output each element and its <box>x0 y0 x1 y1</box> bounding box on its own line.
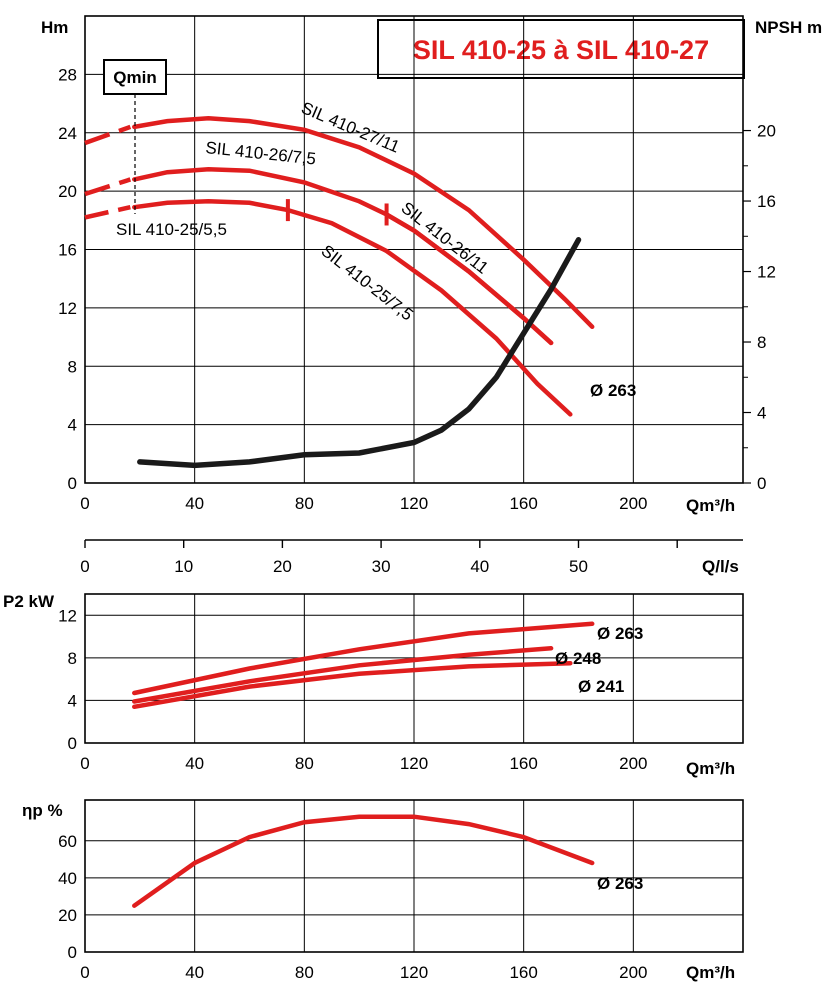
eff-x-tick: 200 <box>619 963 647 982</box>
head-y-tick: 8 <box>68 357 77 376</box>
power-panel: P2 kW Qm³/h 0 40 80 120 160 200 0 4 8 12 Ø 263 Ø … <box>3 592 744 778</box>
eff-y-tick: 40 <box>58 869 77 888</box>
head-y-tick: 28 <box>58 65 77 84</box>
power-curve-1 <box>132 646 554 704</box>
npsh-y-tick: 20 <box>757 122 776 141</box>
head-x-tick: 120 <box>400 494 428 513</box>
power-y-tick: 4 <box>68 691 77 710</box>
efficiency-label-d263: Ø 263 <box>597 874 643 893</box>
qmin-label: Qmin <box>113 68 156 87</box>
eff-y-tick: 20 <box>58 906 77 925</box>
power-x-axis-label: Qm³/h <box>686 759 735 778</box>
ls-axis-tick: 0 <box>80 557 89 576</box>
efficiency-x-axis-label: Qm³/h <box>686 963 735 982</box>
head-grid <box>84 15 744 484</box>
power-x-tick: 120 <box>400 754 428 773</box>
power-grid <box>84 593 744 744</box>
head-x-tick: 40 <box>185 494 204 513</box>
head-curve-dashed-1 <box>84 177 132 197</box>
power-x-tick: 40 <box>185 754 204 773</box>
npsh-curve-d263 <box>137 237 582 469</box>
head-ticks: 0 40 80 120 160 200 0 4 8 12 16 20 24 28 0 4 8 12 16 20 <box>58 65 776 513</box>
npsh-y-tick: 8 <box>757 333 766 352</box>
eff-x-tick: 120 <box>400 963 428 982</box>
npsh-label-d263: Ø 263 <box>590 381 636 400</box>
head-x-axis-label: Qm³/h <box>686 496 735 515</box>
ls-axis-tick: 50 <box>569 557 588 576</box>
efficiency-curve-0 <box>132 814 595 908</box>
title-box <box>377 19 745 79</box>
curve-label-410-26-7-5: SIL 410-26/7,5 <box>205 138 317 168</box>
head-curve-3 <box>384 212 554 346</box>
eff-y-tick: 60 <box>58 832 77 851</box>
head-curve-4 <box>285 207 573 417</box>
head-x-tick: 0 <box>80 494 89 513</box>
power-x-tick: 160 <box>509 754 537 773</box>
efficiency-panel: ηp % Qm³/h 0 40 80 120 160 200 0 20 40 60 Ø 263 <box>22 799 744 982</box>
head-curve-0 <box>132 115 595 330</box>
head-curve-dashed-0 <box>84 124 132 146</box>
head-curve-dashed-low <box>84 204 131 220</box>
power-x-tick: 80 <box>295 754 314 773</box>
power-x-tick: 0 <box>80 754 89 773</box>
eff-x-tick: 0 <box>80 963 89 982</box>
head-y-tick: 20 <box>58 182 77 201</box>
power-y-tick: 0 <box>68 734 77 753</box>
ls-axis-tick: 40 <box>470 557 489 576</box>
efficiency-grid <box>84 799 744 953</box>
power-ticks: 0 40 80 120 160 200 0 4 8 12 <box>58 606 647 773</box>
efficiency-ticks: 0 40 80 120 160 200 0 20 40 60 <box>58 832 647 982</box>
curve-label-410-25-7-5: SIL 410-25/7,5 <box>318 241 417 324</box>
head-y-tick: 16 <box>58 241 77 260</box>
head-panel: Hm NPSH m Qm³/h 0 40 80 120 160 2000481216202… <box>41 15 822 515</box>
chart-title: SIL 410-25 à SIL 410-27 <box>413 35 709 65</box>
power-y-tick: 12 <box>58 606 77 625</box>
power-curve-2 <box>132 660 573 710</box>
head-x-tick: 200 <box>619 494 647 513</box>
head-y-tick: 12 <box>58 299 77 318</box>
curve-label-410-25-5-5: SIL 410-25/5,5 <box>116 220 227 239</box>
flow-ls-axis: Q/l/s 0 10 20 30 40 50 <box>80 539 743 576</box>
head-x-tick: 80 <box>295 494 314 513</box>
head-x-tick: 160 <box>509 494 537 513</box>
head-y-axis-label: Hm <box>41 18 68 37</box>
npsh-y-tick: 12 <box>757 263 776 282</box>
power-y-tick: 8 <box>68 649 77 668</box>
ls-axis-label: Q/l/s <box>702 557 739 576</box>
npsh-y-tick: 16 <box>757 192 776 211</box>
ls-axis-tick: 30 <box>372 557 391 576</box>
head-y-tick: 24 <box>58 124 77 143</box>
head-y-tick: 0 <box>68 474 77 493</box>
ls-axis-tick: 20 <box>273 557 292 576</box>
power-curves <box>132 621 595 710</box>
head-curves <box>84 115 595 469</box>
power-label-d263: Ø 263 <box>597 624 643 643</box>
power-label-d241: Ø 241 <box>578 677 624 696</box>
eff-x-tick: 160 <box>509 963 537 982</box>
power-label-d248: Ø 248 <box>555 649 601 668</box>
power-curve-0 <box>132 621 595 696</box>
eff-x-tick: 40 <box>185 963 204 982</box>
efficiency-curves <box>132 814 595 908</box>
curve-label-410-26-11: SIL 410-26/11 <box>398 198 492 278</box>
power-x-tick: 200 <box>619 754 647 773</box>
npsh-y-tick: 4 <box>757 404 766 423</box>
ls-axis-tick: 10 <box>174 557 193 576</box>
head-curve-2 <box>132 199 291 213</box>
eff-y-tick: 0 <box>68 943 77 962</box>
efficiency-y-axis-label: ηp % <box>22 801 63 820</box>
npsh-y-tick: 0 <box>757 474 766 493</box>
eff-x-tick: 80 <box>295 963 314 982</box>
npsh-axis-label: NPSH m <box>755 18 822 37</box>
curve-label-410-27-11: SIL 410-27/11 <box>298 98 402 156</box>
head-y-tick: 4 <box>68 416 77 435</box>
power-y-axis-label: P2 kW <box>3 592 55 611</box>
